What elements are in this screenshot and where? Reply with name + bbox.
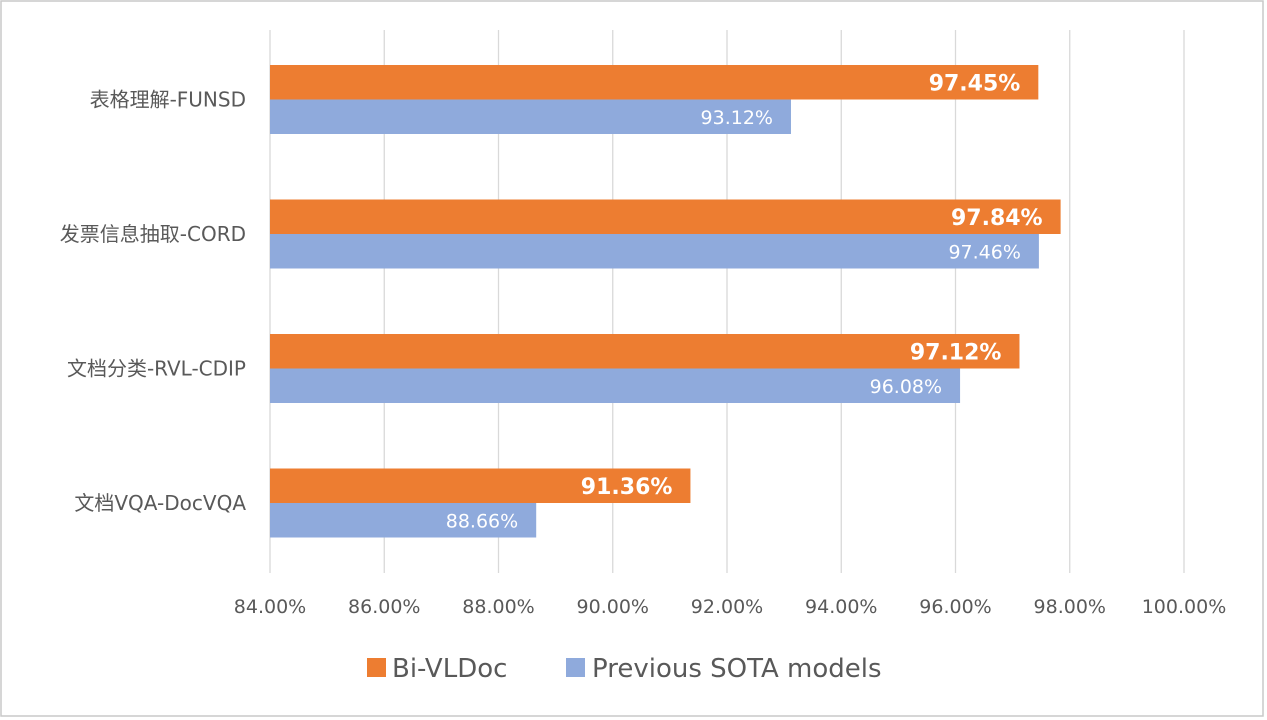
x-tick-label: 90.00% [577, 596, 649, 618]
bar-previous-sota-models-2 [270, 368, 961, 403]
bars [270, 65, 1061, 538]
category-label: 发票信息抽取-CORD [60, 222, 246, 246]
data-label-bi-vldoc: 97.45% [929, 71, 1021, 96]
legend: Bi-VLDoc Previous SOTA models [367, 654, 882, 684]
category-label: 表格理解-FUNSD [90, 88, 246, 112]
bar-previous-sota-models-3 [270, 503, 537, 538]
data-label-bi-vldoc: 91.36% [581, 475, 673, 500]
bar-previous-sota-models-0 [270, 99, 791, 134]
data-label-previous-sota-models: 97.46% [948, 241, 1020, 263]
data-label-previous-sota-models: 96.08% [870, 376, 942, 398]
bar-previous-sota-models-1 [270, 234, 1039, 269]
bar-bi-vldoc-1 [270, 199, 1061, 234]
legend-swatch-previous-sota-models [566, 658, 585, 677]
data-label-previous-sota-models: 88.66% [446, 510, 518, 532]
data-label-bi-vldoc: 97.84% [951, 206, 1043, 231]
x-tick-label: 84.00% [234, 596, 306, 618]
legend-label-bi-vldoc: Bi-VLDoc [392, 654, 507, 684]
x-tick-label: 88.00% [462, 596, 534, 618]
bar-bi-vldoc-3 [270, 468, 691, 503]
data-label-bi-vldoc: 97.12% [910, 340, 1002, 365]
data-label-previous-sota-models: 93.12% [701, 107, 773, 129]
bar-bi-vldoc-0 [270, 65, 1039, 100]
category-label: 文档分类-RVL-CDIP [67, 357, 246, 381]
x-tick-label: 92.00% [691, 596, 763, 618]
x-tick-label: 86.00% [348, 596, 420, 618]
legend-label-previous-sota-models: Previous SOTA models [592, 654, 882, 684]
bar-bi-vldoc-2 [270, 334, 1020, 369]
x-tick-label: 96.00% [919, 596, 991, 618]
y-axis-category-labels: 表格理解-FUNSD 发票信息抽取-CORD 文档分类-RVL-CDIP 文档VQA-… [60, 88, 247, 516]
data-labels: 97.45% 97.84% 97.12% 91.36% 93.12% 97.46% 96.0… [446, 71, 1043, 532]
x-tick-label: 98.00% [1034, 596, 1106, 618]
legend-swatch-bi-vldoc [367, 658, 386, 677]
x-tick-label: 94.00% [805, 596, 877, 618]
category-label: 文档VQA-DocVQA [74, 491, 246, 515]
x-tick-label: 100.00% [1142, 596, 1227, 618]
x-axis-tick-labels: 84.00% 86.00% 88.00% 90.00% 92.00% 94.00% 96.0… [234, 596, 1227, 618]
